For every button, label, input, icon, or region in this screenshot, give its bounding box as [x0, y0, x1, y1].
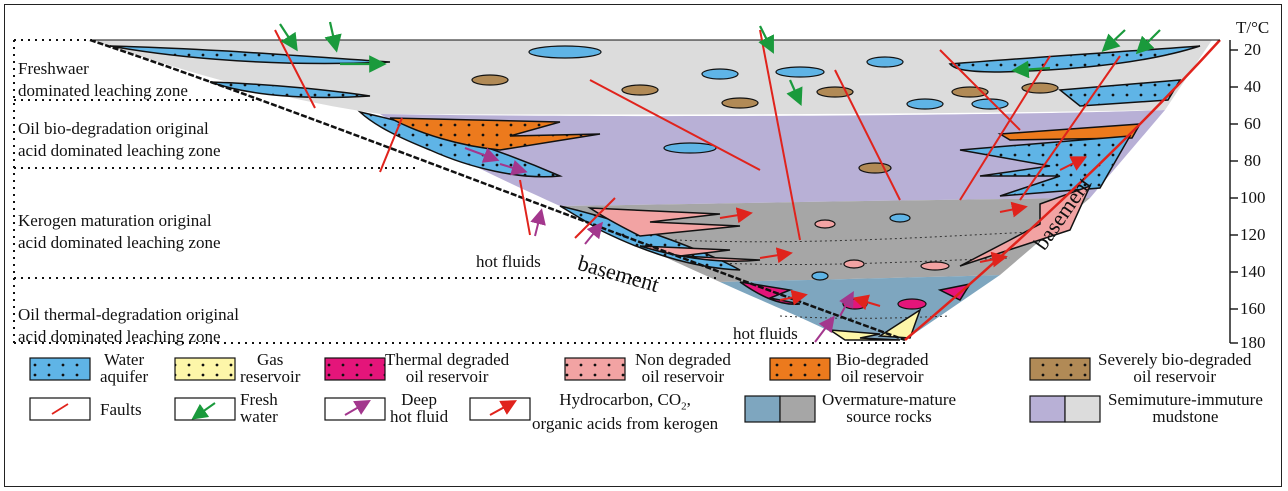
axis-tick: 180 [1240, 333, 1266, 352]
axis-tick: 40 [1244, 77, 1261, 96]
legend-label-hot-fluid: Deep hot fluid [390, 390, 449, 426]
temperature-axis [1229, 40, 1238, 344]
thermal-degraded-right [937, 282, 972, 301]
basin-floor-left [89, 38, 906, 342]
legend-swatch-overmature-2 [779, 395, 816, 423]
hot-fluids-label-1: hot fluids [476, 252, 541, 271]
faults [274, 29, 1121, 241]
zone-label-freshwater: Freshwaer dominated leaching zone [18, 59, 188, 100]
legend-label-fresh-water: Fresh water [240, 390, 278, 426]
legend-label-bio: Bio-degraded oil reservoir [836, 350, 929, 386]
legend-label-gas: Gas reservoir [240, 350, 301, 386]
axis-tick: 140 [1240, 262, 1266, 281]
non-degraded-left-2 [639, 245, 761, 262]
gas-left [827, 329, 901, 341]
hydrocarbon-arrows [719, 156, 1088, 310]
figure-frame [4, 4, 1282, 487]
legend-label-hydrocarbon: Hydrocarbon, CO2, organic acids from ker… [532, 390, 719, 434]
non-degraded-left [587, 207, 741, 237]
zone-label-thermal: Oil thermal-degradation original acid dom… [18, 305, 239, 346]
zone-label-biodegradation: Oil bio-degradation original acid dominat… [18, 119, 221, 160]
axis-tick: 120 [1240, 225, 1266, 244]
bio-degraded-right [997, 123, 1142, 141]
zone-boundaries [13, 39, 910, 344]
axis-tick: 160 [1240, 299, 1266, 318]
legend-swatch-overmature-1 [744, 395, 781, 423]
axis-tick: 20 [1244, 40, 1261, 59]
legend-swatches [29, 357, 1101, 423]
axis-title: T/°C [1236, 18, 1270, 37]
basement-boundary-right [904, 39, 1221, 341]
legend-label-overmature: Overmature-mature source rocks [822, 390, 957, 426]
legend-label-severe: Severely bio-degraded oil reservoir [1098, 350, 1252, 386]
basin-layers [89, 38, 1221, 342]
hot-fluids-label-2: hot fluids [733, 324, 798, 343]
legend-swatch-semimature-1 [1029, 395, 1066, 423]
legend-swatch-semimature-2 [1064, 395, 1101, 423]
axis-tick: 100 [1240, 188, 1266, 207]
hot-fluid-arrows [464, 147, 854, 343]
axis-tick: 60 [1244, 114, 1261, 133]
fresh-water-arrows [279, 21, 1161, 107]
legend-label-semimature: Semimuture-immuture mudstone [1108, 390, 1263, 426]
legend-label-faults: Faults [100, 400, 142, 419]
lenses [471, 45, 1059, 310]
legend-label-non-degraded: Non degraded oil reservoir [635, 350, 731, 386]
axis-tick: 80 [1244, 151, 1261, 170]
zone-label-kerogen: Kerogen maturation original acid dominate… [18, 211, 221, 252]
legend-label-thermal: Thermal degraded oil reservoir [385, 350, 510, 386]
legend-label-water-aquifer: Water aquifer [100, 350, 149, 386]
fresh-zone-layer [90, 40, 1212, 115]
non-degraded-right [959, 184, 1092, 267]
